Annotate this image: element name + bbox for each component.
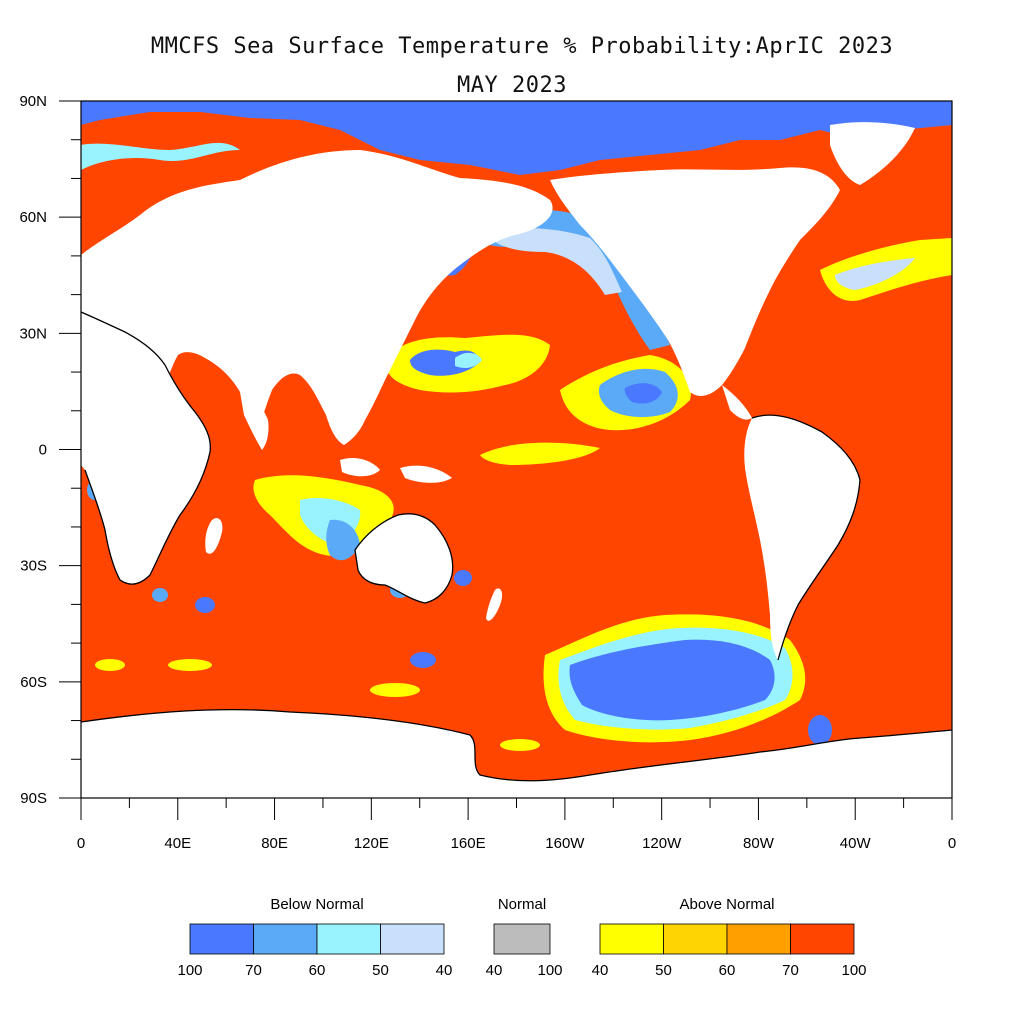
x-tick-label: 80E — [261, 835, 288, 852]
equatorial-pacific-weak-warm — [480, 442, 600, 465]
antarctica-land — [81, 709, 952, 798]
x-tick-label: 40W — [840, 835, 872, 852]
greenland-land — [830, 122, 915, 185]
y-tick-label: 30S — [20, 558, 47, 575]
legend-below-title: Below Normal — [270, 896, 363, 913]
indonesia-land — [340, 458, 380, 477]
continents — [81, 122, 952, 798]
x-tick-label: 160W — [545, 835, 585, 852]
coastlines — [81, 311, 952, 782]
nordic-sea-warm — [81, 150, 240, 240]
legend-above-tick-label: 70 — [782, 962, 799, 979]
legend-above-tick-label: 50 — [655, 962, 672, 979]
legend-below-tick-label: 50 — [372, 962, 389, 979]
x-tick-label: 120W — [642, 835, 682, 852]
map-plot-area — [81, 101, 952, 798]
y-tick-label: 90N — [19, 93, 47, 110]
y-axis: 90N 60N 30N 0 30S 60S 90S — [19, 93, 81, 807]
legend-below-swatch — [253, 923, 318, 955]
north-america-land — [550, 167, 840, 396]
legend-above-swatch — [663, 923, 728, 955]
arctic-cold-region — [81, 101, 952, 175]
australia-land — [355, 513, 453, 603]
legend-below-tick-label: 60 — [309, 962, 326, 979]
x-tick-label: 160E — [451, 835, 486, 852]
legend-swatches — [189, 923, 855, 955]
y-tick-label: 0 — [39, 442, 47, 459]
x-tick-label: 0 — [77, 835, 85, 852]
y-tick-label: 60S — [20, 674, 47, 691]
southern-weak-warm-speck-4 — [500, 739, 540, 751]
south-indian-cold-spot-3 — [410, 652, 436, 668]
legend-below-tick-label: 40 — [436, 962, 453, 979]
y-tick-label: 90S — [20, 790, 47, 807]
ne-pacific-cold — [624, 383, 662, 404]
south-indian-cold-spot-2 — [152, 588, 168, 602]
new-guinea-land — [400, 465, 452, 483]
x-tick-label: 40E — [164, 835, 191, 852]
indian-ocean-cold — [326, 519, 360, 561]
south-america-land — [744, 415, 860, 660]
legend-above-swatch — [599, 923, 664, 955]
legend-above-tick-label: 40 — [592, 962, 609, 979]
y-tick-label: 30N — [19, 325, 47, 342]
x-tick-label: 80W — [743, 835, 775, 852]
tasman-cold-spot — [454, 570, 472, 586]
legend-below-tick-label: 100 — [177, 962, 202, 979]
legend-below-swatch — [316, 923, 381, 955]
legend-below-tick-label: 70 — [245, 962, 262, 979]
legend-above-swatch — [790, 923, 855, 955]
nw-pacific-cool-spot — [455, 352, 482, 368]
legend-below-swatch — [380, 923, 445, 955]
north-pacific-weak-cool — [495, 228, 622, 295]
africa-land — [81, 312, 211, 585]
southern-weak-warm-speck-1 — [95, 659, 125, 671]
southern-weak-warm-speck-3 — [370, 683, 420, 697]
south-indian-cold-spot-1 — [195, 597, 215, 613]
map-title: MMCFS Sea Surface Temperature % Probabil… — [150, 34, 894, 59]
drake-passage-cold — [808, 715, 832, 745]
legend-above-swatch — [726, 923, 791, 955]
legend: Below Normal Normal Above Normal 100 70 60… — [177, 896, 866, 979]
madagascar-land — [205, 518, 223, 554]
map-subtitle: MAY 2023 — [457, 73, 567, 98]
central-america-land — [722, 385, 752, 420]
eurasia-land — [81, 150, 553, 445]
legend-normal-title: Normal — [498, 896, 546, 913]
x-tick-label: 120E — [354, 835, 389, 852]
legend-normal-tick-label: 40 — [486, 962, 503, 979]
y-tick-label: 60N — [19, 209, 47, 226]
legend-normal-swatch — [493, 923, 551, 955]
legend-above-title: Above Normal — [679, 896, 774, 913]
new-zealand-land — [486, 588, 503, 621]
legend-normal-tick-label: 100 — [537, 962, 562, 979]
x-axis: 0 40E 80E 120E 160E 160W 120W 80W 40W 0 — [77, 798, 956, 852]
southern-ocean-cold — [569, 639, 775, 721]
legend-below-swatch — [189, 923, 254, 955]
india-land — [240, 392, 269, 450]
legend-tick-labels: 100 70 60 50 40 40 100 40 50 60 70 100 — [177, 962, 866, 979]
southern-weak-warm-speck-2 — [168, 659, 212, 671]
legend-above-tick-label: 100 — [841, 962, 866, 979]
north-atlantic-cool-band — [835, 258, 915, 290]
legend-above-tick-label: 60 — [719, 962, 736, 979]
x-tick-label: 0 — [948, 835, 956, 852]
